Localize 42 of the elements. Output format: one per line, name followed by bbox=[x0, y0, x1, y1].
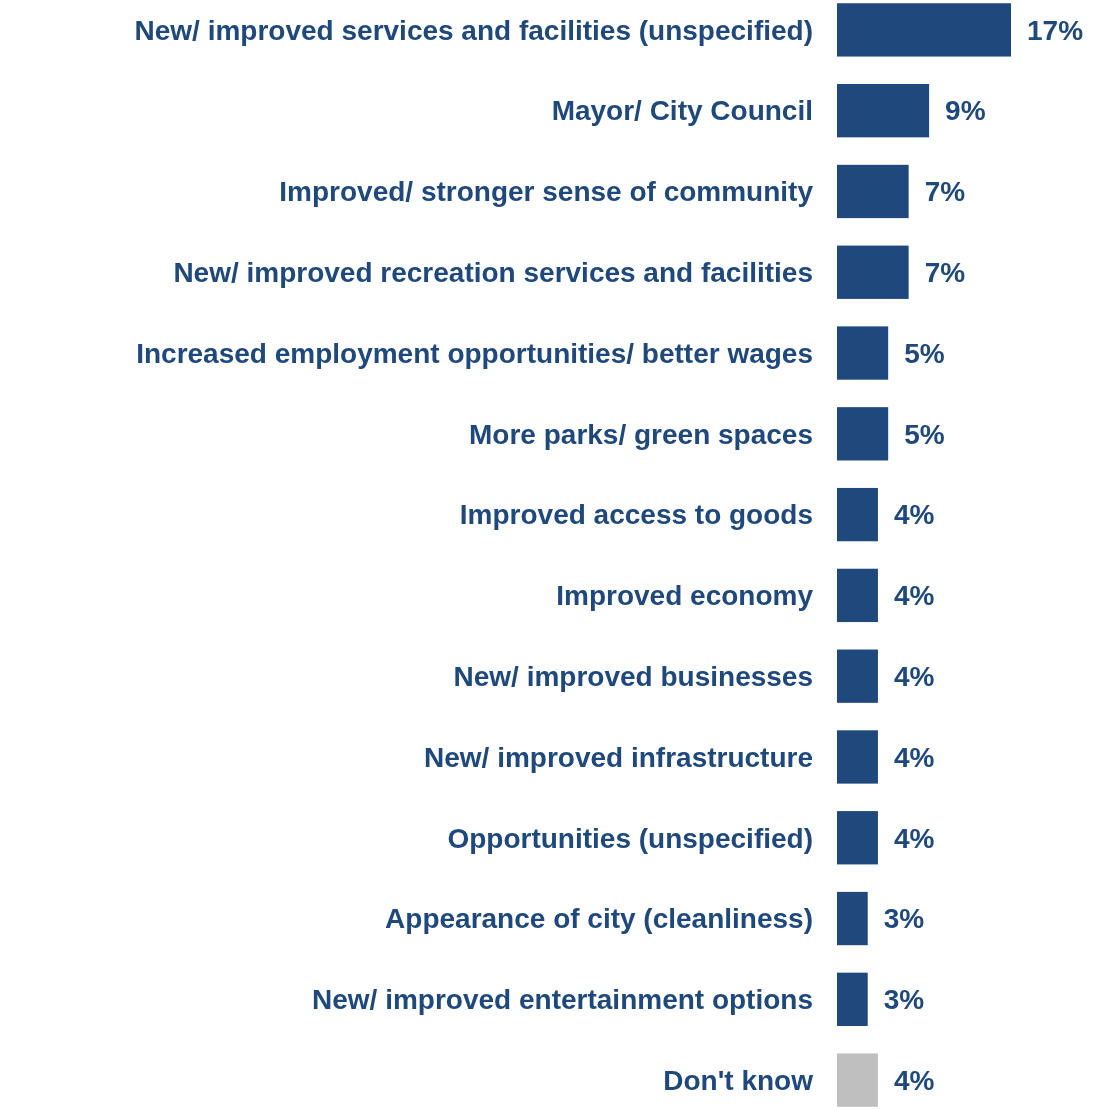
y-tick-label: More parks/ green spaces bbox=[469, 418, 813, 450]
data-label: 5% bbox=[904, 418, 945, 450]
data-label: 4% bbox=[893, 822, 935, 854]
data-label: 4% bbox=[893, 660, 935, 692]
bar bbox=[837, 891, 868, 946]
bar bbox=[837, 649, 878, 703]
y-tick-label: Improved/ stronger sense of community bbox=[279, 176, 814, 208]
bar bbox=[837, 811, 878, 865]
data-label: 4% bbox=[893, 1064, 935, 1096]
bar bbox=[837, 164, 909, 219]
bar bbox=[837, 972, 868, 1026]
y-tick-label: New/ improved entertainment options bbox=[312, 984, 813, 1016]
y-tick-label: New/ improved recreation services and facilities bbox=[173, 257, 813, 289]
y-tick-label: New/ improved services and facilities (unspecified) bbox=[134, 14, 813, 46]
data-label: 9% bbox=[945, 95, 986, 127]
bar bbox=[837, 407, 889, 461]
y-tick-label: New/ improved businesses bbox=[453, 660, 813, 692]
y-tick-label: Mayor/ City Council bbox=[551, 95, 813, 127]
bar bbox=[837, 730, 878, 784]
data-label: 4% bbox=[893, 741, 935, 773]
data-label: 7% bbox=[924, 257, 966, 289]
data-label: 3% bbox=[883, 984, 925, 1016]
bar bbox=[837, 3, 1011, 57]
y-tick-label: New/ improved infrastructure bbox=[424, 741, 813, 773]
data-label: 7% bbox=[924, 176, 966, 208]
bar bbox=[837, 487, 878, 542]
data-label: 4% bbox=[893, 580, 935, 612]
bar bbox=[837, 326, 889, 380]
y-tick-label: Increased employment opportunities/ better wages bbox=[136, 337, 813, 369]
data-label: 3% bbox=[883, 903, 925, 935]
data-label: 4% bbox=[893, 499, 935, 531]
y-tick-label: Appearance of city (cleanliness) bbox=[385, 903, 813, 935]
y-tick-label: Opportunities (unspecified) bbox=[447, 822, 813, 854]
bar bbox=[837, 568, 878, 623]
bar bbox=[837, 245, 909, 299]
data-label: 5% bbox=[904, 337, 945, 369]
y-tick-label: Improved economy bbox=[556, 580, 814, 612]
bar bbox=[837, 84, 930, 138]
y-tick-label: Don't know bbox=[663, 1064, 814, 1096]
y-tick-label: Improved access to goods bbox=[459, 499, 813, 531]
data-label: 17% bbox=[1027, 14, 1084, 46]
bar bbox=[837, 1053, 878, 1107]
